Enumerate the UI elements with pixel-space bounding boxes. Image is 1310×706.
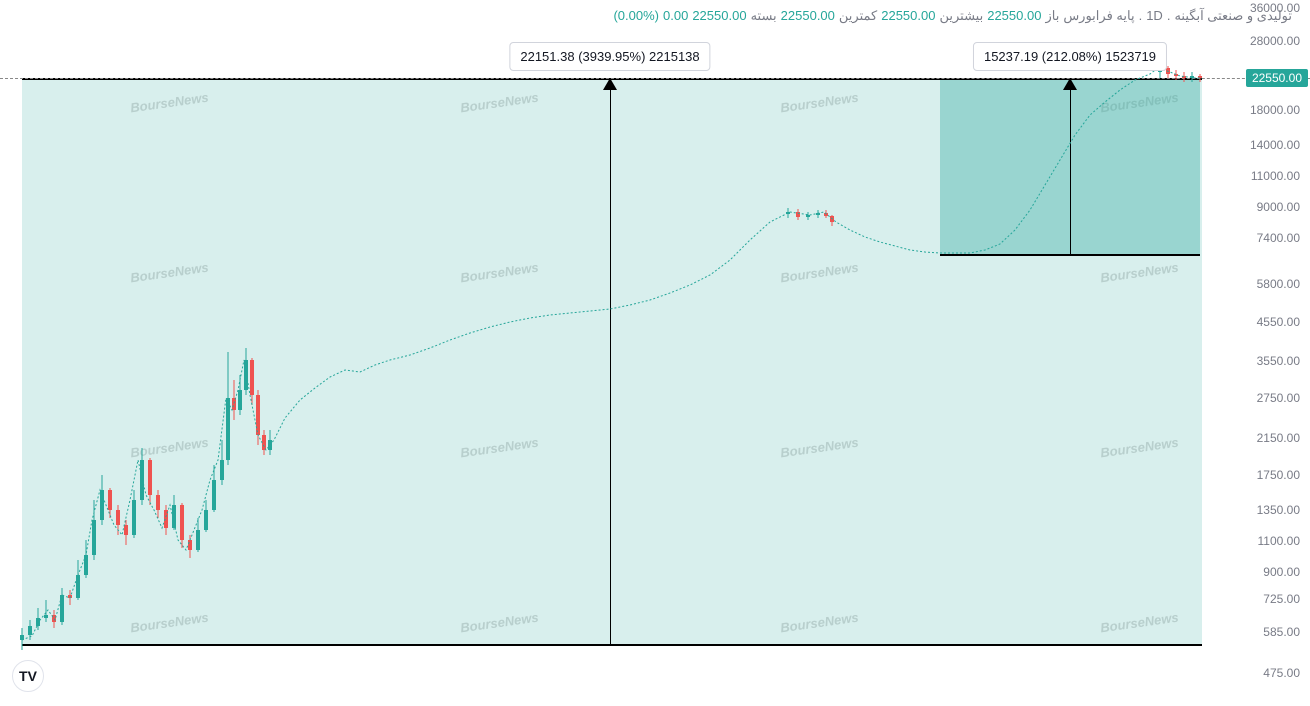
low-value: 22550.00 [781,8,835,24]
open-value: 22550.00 [987,8,1041,24]
open-label: باز [1045,8,1059,24]
measure-value: 22151.38 (3939.95%) 2215138 [520,49,699,64]
y-tick-label: 28000.00 [1250,34,1300,48]
close-label: بسته [751,8,777,24]
y-tick-label: 7400.00 [1257,231,1300,245]
y-tick-label: 9000.00 [1257,200,1300,214]
y-tick-label: 900.00 [1263,565,1300,579]
tradingview-logo-icon[interactable]: TV [12,660,44,692]
y-tick-label: 18000.00 [1250,103,1300,117]
y-tick-label: 3550.00 [1257,354,1300,368]
y-tick-label: 36000.00 [1250,1,1300,15]
change-pct-value: (0.00%) [613,8,659,24]
y-tick-label: 725.00 [1263,592,1300,606]
y-axis[interactable]: 36000.00 28000.00 22550.00 18000.00 14000.00… [1240,0,1310,706]
y-tick-label: 2750.00 [1257,391,1300,405]
timeframe-label: 1D [1146,8,1163,24]
y-tick-label: 11000.00 [1251,169,1300,183]
y-tick-label: 2150.00 [1257,431,1300,445]
high-value: 22550.00 [881,8,935,24]
measure-value: 15237.19 (212.08%) 1523719 [984,49,1156,64]
measure-tooltip-small: 15237.19 (212.08%) 1523719 [973,42,1167,71]
y-tick-label: 475.00 [1263,666,1300,680]
y-tick-label: 4550.00 [1257,315,1300,329]
ohlc-header: تولیدی و صنعتی آبگینه . 1D . پایه فرابور… [613,8,1292,24]
low-label: کمترین [839,8,877,24]
tv-text: TV [19,668,37,684]
y-tick-label: 14000.00 [1250,138,1300,152]
y-tick-label: 1750.00 [1257,468,1300,482]
candlestick-chart[interactable] [0,0,1220,706]
y-tick-label: 5800.00 [1257,277,1300,291]
measure-tooltip-large: 22151.38 (3939.95%) 2215138 [509,42,710,71]
price-badge: 22550.00 [1246,69,1308,87]
chart-container: BourseNewsBourseNewsBourseNewsBourseNews… [0,0,1310,706]
high-label: بیشترین [939,8,983,24]
exchange-label: پایه فرابورس [1063,8,1134,24]
y-tick-label: 585.00 [1263,625,1300,639]
y-tick-label: 1350.00 [1257,503,1300,517]
close-value: 22550.00 [692,8,746,24]
y-tick-label: 1100.00 [1258,534,1301,548]
change-value: 0.00 [663,8,688,24]
